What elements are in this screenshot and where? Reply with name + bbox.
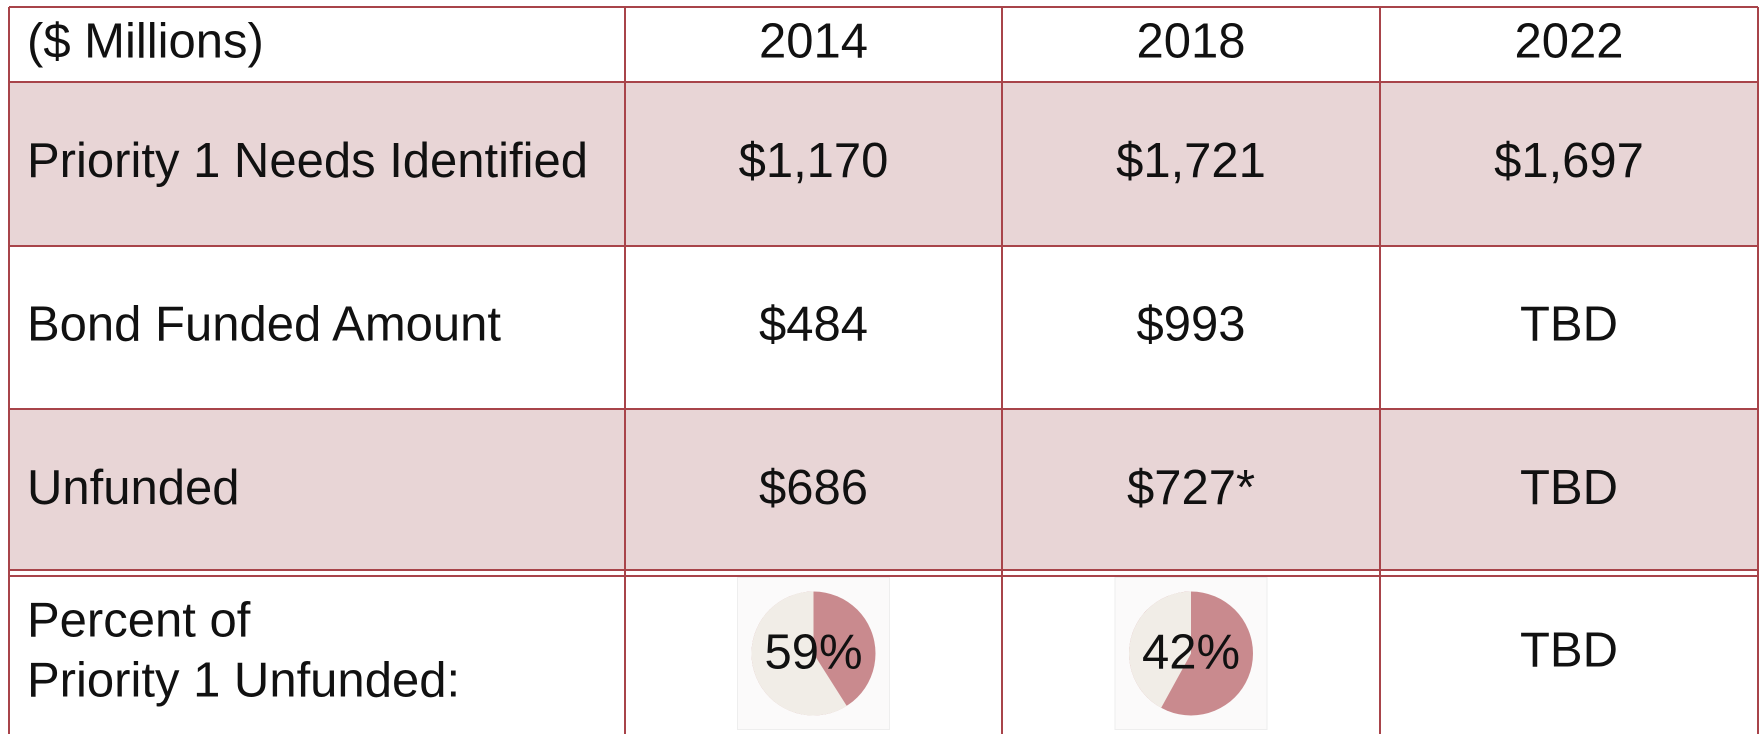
cell-value: $993: [1136, 297, 1245, 351]
row-label: Priority 1 Unfunded:: [27, 653, 460, 707]
row-label: Priority 1 Needs Identified: [27, 134, 588, 188]
cell-value: TBD: [1520, 623, 1618, 677]
cell-value: $1,721: [1116, 134, 1266, 188]
cell-value: $1,170: [739, 134, 889, 188]
row-shade: [9, 409, 1758, 570]
row-label: Bond Funded Amount: [27, 297, 501, 351]
cell-value: $484: [759, 297, 868, 351]
cell-value: $727*: [1127, 461, 1255, 515]
pie-label: 59%: [764, 625, 862, 679]
pie-chart: 42%: [1114, 577, 1268, 730]
pie-chart: 59%: [737, 577, 890, 730]
pie-slice: [1128, 591, 1191, 708]
row-shade: [9, 82, 1758, 246]
header-year: 2018: [1136, 14, 1245, 68]
header-year: 2022: [1514, 14, 1623, 68]
cell-value: $1,697: [1494, 134, 1644, 188]
row-label: Unfunded: [27, 461, 240, 515]
cell-value: TBD: [1520, 297, 1618, 351]
row-backgrounds: [9, 82, 1758, 570]
cell-value: $686: [759, 461, 868, 515]
pie-label: 42%: [1142, 625, 1240, 679]
pie-slice: [751, 591, 847, 716]
header-label: ($ Millions): [27, 14, 264, 68]
row-label: Percent of: [27, 593, 251, 647]
grid-lines: [8, 6, 1759, 734]
cell-value: TBD: [1520, 461, 1618, 515]
header-year: 2014: [759, 14, 868, 68]
